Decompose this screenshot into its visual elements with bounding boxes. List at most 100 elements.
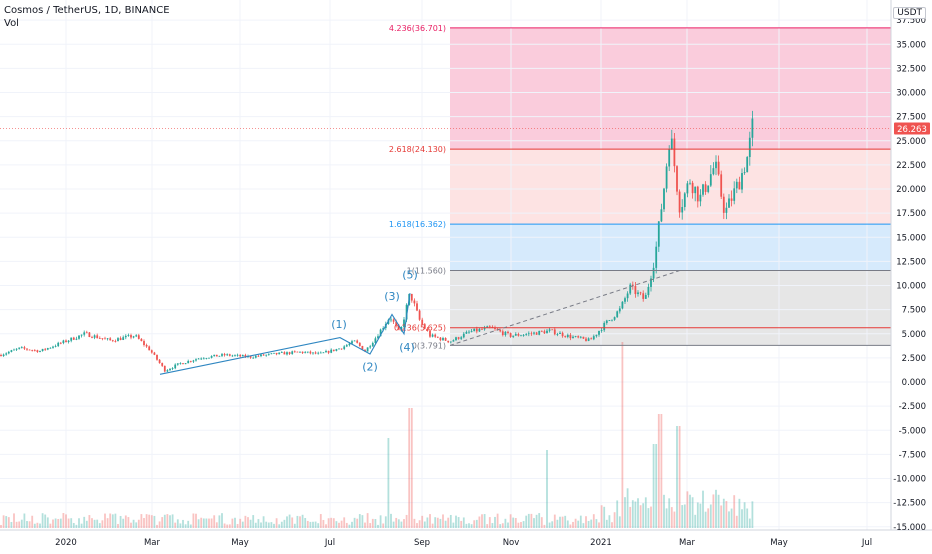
volume-bar (499, 524, 502, 528)
volume-bar (26, 521, 28, 528)
candle (569, 334, 572, 339)
time-tick-label: 2020 (55, 538, 77, 548)
candle (265, 354, 268, 356)
volume-bar (44, 514, 47, 528)
candle (254, 355, 257, 358)
volume-bar (31, 515, 34, 528)
trend-line[interactable] (449, 269, 681, 346)
candle (585, 338, 587, 341)
volume-bar (273, 523, 275, 528)
candle (735, 181, 738, 189)
volume-bar (642, 503, 645, 528)
candle (166, 370, 169, 372)
candle (286, 352, 288, 355)
symbol-title[interactable]: Cosmos / TetherUS, 1D, BINANCE (4, 5, 170, 16)
volume-bar (257, 519, 260, 528)
volume-bar (738, 498, 741, 528)
last-price-label: 26.263 (897, 125, 927, 135)
candle (444, 338, 447, 341)
volume-label[interactable]: Vol (4, 18, 19, 29)
candle (234, 355, 236, 357)
wave-line[interactable] (159, 293, 411, 375)
currency-badge[interactable]: USDT (893, 7, 926, 19)
wave-label[interactable]: (3) (384, 290, 400, 303)
candle (72, 337, 75, 340)
candle (546, 330, 548, 334)
candle (202, 358, 205, 360)
volume-bar (725, 501, 728, 528)
candle (221, 354, 223, 356)
candle (195, 359, 197, 361)
volume-bar (179, 523, 182, 528)
volume-bar (429, 514, 431, 528)
candle (616, 311, 619, 318)
candle (696, 186, 699, 202)
volume-bar (559, 516, 561, 528)
volume-bar (231, 518, 234, 528)
wave-label[interactable]: (2) (362, 360, 378, 373)
candle (314, 352, 317, 354)
candle (470, 331, 473, 332)
price-tick-label: 10.000 (896, 282, 926, 292)
candle (582, 336, 585, 339)
candle (273, 352, 275, 354)
volume-bar (330, 517, 333, 528)
volume-bar (743, 502, 746, 528)
candle (512, 335, 515, 337)
volume-bar (223, 523, 226, 528)
volume-bar (689, 494, 691, 528)
volume-bar (304, 517, 307, 528)
wave-label[interactable]: (5) (402, 269, 418, 282)
candle (681, 207, 684, 213)
volume-bar (585, 516, 587, 528)
candle (579, 336, 582, 338)
candle (46, 348, 49, 350)
candle (210, 356, 213, 358)
volume-bar (514, 517, 517, 528)
volume-bar (221, 513, 223, 528)
wave-label[interactable]: (1) (331, 318, 347, 331)
volume-bar (343, 517, 346, 528)
candle (104, 338, 106, 340)
wave-label[interactable]: (4) (399, 341, 415, 354)
volume-bar (286, 516, 288, 528)
candle (704, 184, 707, 192)
volume-bar (41, 513, 44, 528)
volume-bar (569, 524, 572, 528)
price-tick-label: 35.000 (896, 40, 926, 50)
candle (301, 351, 304, 354)
fib-label: 0(3.791) (412, 341, 446, 350)
candle (322, 352, 325, 354)
volume-bar (535, 514, 538, 528)
volume-bar (410, 408, 413, 528)
volume-bar (88, 515, 91, 528)
candle (44, 348, 47, 350)
volume-bar (332, 518, 335, 528)
candle (304, 352, 307, 354)
volume-bar (613, 512, 616, 528)
volume-bar (663, 494, 665, 528)
candle (553, 329, 556, 335)
volume-bar (637, 498, 639, 528)
volume-bar (387, 438, 390, 528)
volume-bar (358, 514, 361, 528)
volume-bar (72, 523, 75, 528)
candle (507, 331, 509, 334)
volume-bar (127, 517, 130, 528)
candle (288, 352, 291, 354)
candle (7, 351, 10, 354)
fib-band (450, 270, 891, 328)
volume-bar (468, 523, 470, 528)
volume-bar (665, 508, 668, 528)
candle (447, 340, 450, 343)
volume-bar (176, 519, 179, 528)
candle (335, 349, 338, 351)
volume-bar (93, 519, 96, 528)
candle (702, 184, 704, 195)
volume-bar (561, 516, 564, 528)
volume-bar (46, 517, 49, 528)
volume-bar (244, 515, 247, 528)
volume-bar (10, 521, 13, 528)
